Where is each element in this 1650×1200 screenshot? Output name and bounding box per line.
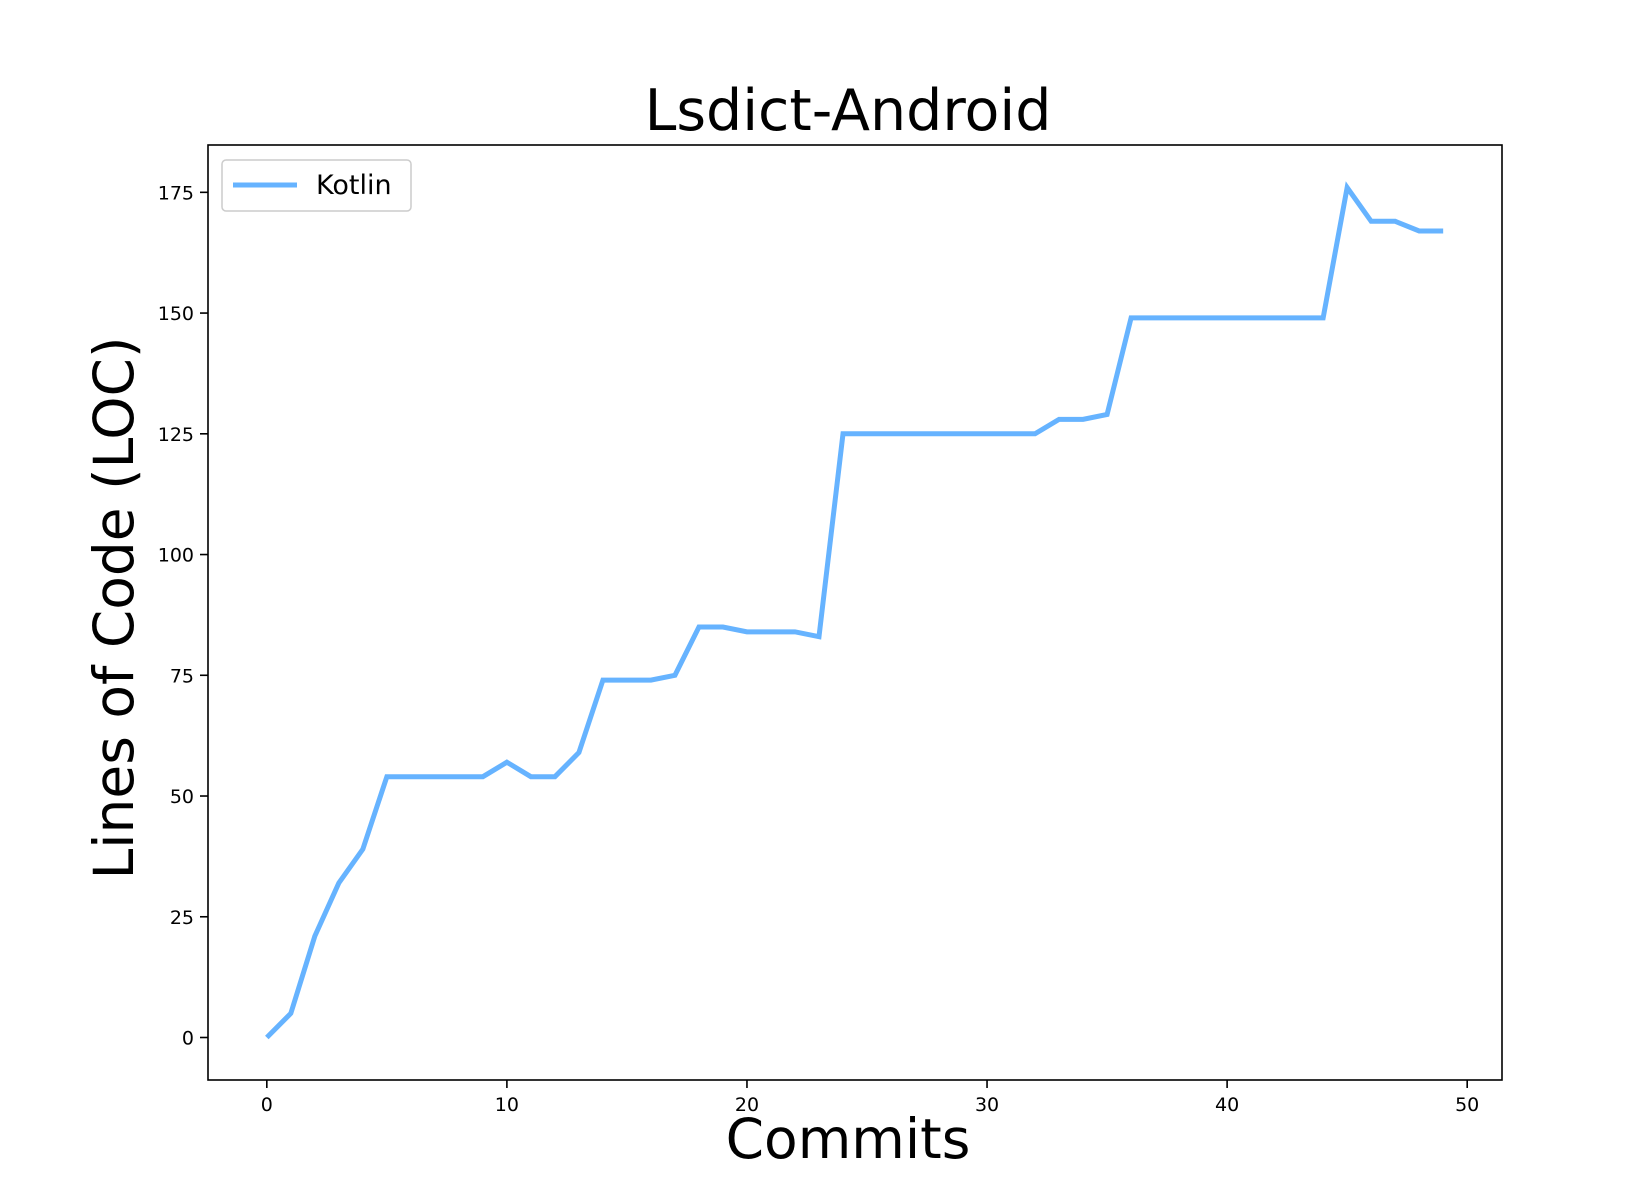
plot-area: 0 10 20 30 40 50 0 25 50 75 100 125 150 175	[158, 144, 1503, 1116]
y-tick-label: 100	[158, 545, 194, 567]
y-tick-label: 75	[170, 665, 194, 687]
plot-frame	[207, 144, 1503, 1081]
x-tick-label: 50	[1455, 1094, 1479, 1116]
x-axis-label: Commits	[726, 1107, 971, 1171]
x-tick-label: 10	[495, 1094, 519, 1116]
y-tick-label: 50	[170, 786, 194, 808]
legend: Kotlin	[221, 159, 412, 212]
y-tick-label: 125	[158, 424, 194, 446]
y-axis-label: Lines of Code (LOC)	[82, 337, 146, 880]
x-tick-label: 30	[975, 1094, 999, 1116]
y-tick-label: 0	[182, 1028, 194, 1050]
x-axis: 0 10 20 30 40 50	[261, 1080, 1479, 1116]
x-tick-label: 20	[735, 1094, 759, 1116]
x-tick-label: 40	[1215, 1094, 1239, 1116]
y-tick-label: 175	[158, 182, 194, 204]
y-axis: 0 25 50 75 100 125 150 175	[158, 182, 208, 1050]
series-line-kotlin	[265, 181, 1444, 1040]
legend-label-kotlin: Kotlin	[316, 170, 392, 201]
series-layer	[265, 181, 1444, 1040]
chart-title: Lsdict-Android	[645, 78, 1052, 144]
x-tick-label: 0	[261, 1094, 273, 1116]
legend-box	[221, 159, 412, 212]
y-tick-label: 25	[170, 907, 194, 929]
y-tick-label: 150	[158, 303, 194, 325]
